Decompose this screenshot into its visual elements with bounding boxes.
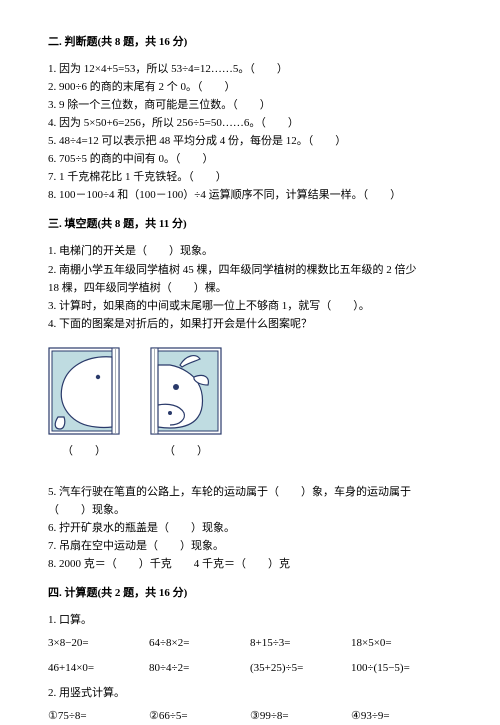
section-2-title: 二. 判断题(共 8 题，共 16 分) — [48, 34, 452, 51]
calc-r2c3: (35+25)÷5= — [250, 660, 351, 677]
calc-r1c4: 18×5×0= — [351, 635, 452, 652]
figure-1-wrap: （ ） — [48, 347, 120, 460]
judge-q7: 7. 1 千克棉花比 1 千克铁轻。（ ） — [48, 169, 452, 186]
calc-r2c2: 80÷4÷2= — [149, 660, 250, 677]
fill-q1: 1. 电梯门的开关是（ ）现象。 — [48, 243, 452, 260]
calc-r3c4: ④93÷9= — [351, 708, 452, 725]
fill-q5a: 5. 汽车行驶在笔直的公路上，车轮的运动属于（ ）象，车身的运动属于 — [48, 484, 452, 501]
fill-q2b: 18 棵，四年级同学植树（ ）棵。 — [48, 280, 452, 297]
calc-r1c1: 3×8−20= — [48, 635, 149, 652]
fill-q3: 3. 计算时，如果商的中间或末尾哪一位上不够商 1，就写（ ）。 — [48, 298, 452, 315]
calc-r1c3: 8+15÷3= — [250, 635, 351, 652]
figure-2 — [150, 347, 222, 435]
calc-q1: 1. 口算。 — [48, 612, 452, 629]
section-4-title: 四. 计算题(共 2 题，共 16 分) — [48, 585, 452, 602]
calc-r3c3: ③99÷8= — [250, 708, 351, 725]
calc-row-1: 3×8−20= 64÷8×2= 8+15÷3= 18×5×0= — [48, 635, 452, 652]
judge-q6: 6. 705÷5 的商的中间有 0。（ ） — [48, 151, 452, 168]
fill-q7: 7. 吊扇在空中运动是（ ）现象。 — [48, 538, 452, 555]
judge-q8: 8. 100－100÷4 和（100－100）÷4 运算顺序不同，计算结果一样。… — [48, 187, 452, 204]
figure-2-paren: （ ） — [150, 443, 222, 460]
fill-q6: 6. 拧开矿泉水的瓶盖是（ ）现象。 — [48, 520, 452, 537]
fill-q4: 4. 下面的图案是对折后的，如果打开会是什么图案呢？ — [48, 316, 452, 333]
calc-r3c2: ②66÷5= — [149, 708, 250, 725]
figure-1-paren: （ ） — [48, 443, 120, 460]
judge-q4: 4. 因为 5×50+6=256，所以 256÷5=50……6。（ ） — [48, 115, 452, 132]
calc-r3c1: ①75÷8= — [48, 708, 149, 725]
calc-row-3: ①75÷8= ②66÷5= ③99÷8= ④93÷9= — [48, 708, 452, 725]
figures-row: （ ） （ ） — [48, 347, 452, 460]
judge-q2: 2. 900÷6 的商的末尾有 2 个 0。（ ） — [48, 79, 452, 96]
section-3-title: 三. 填空题(共 8 题，共 11 分) — [48, 216, 452, 233]
judge-q3: 3. 9 除一个三位数，商可能是三位数。（ ） — [48, 97, 452, 114]
fill-q2a: 2. 南棚小学五年级同学植树 45 棵，四年级同学植树的棵数比五年级的 2 倍少 — [48, 262, 452, 279]
figure-1 — [48, 347, 120, 435]
figure-2-wrap: （ ） — [150, 347, 222, 460]
calc-r2c1: 46+14×0= — [48, 660, 149, 677]
fill-q5b: （ ）现象。 — [48, 502, 452, 519]
fill-q8: 8. 2000 克＝（ ）千克 4 千克＝（ ）克 — [48, 556, 452, 573]
calc-r1c2: 64÷8×2= — [149, 635, 250, 652]
calc-row-2: 46+14×0= 80÷4÷2= (35+25)÷5= 100÷(15−5)= — [48, 660, 452, 677]
calc-q2: 2. 用竖式计算。 — [48, 685, 452, 702]
judge-q1: 1. 因为 12×4+5=53，所以 53÷4=12……5。（ ） — [48, 61, 452, 78]
judge-q5: 5. 48÷4=12 可以表示把 48 平均分成 4 份，每份是 12。（ ） — [48, 133, 452, 150]
calc-r2c4: 100÷(15−5)= — [351, 660, 452, 677]
